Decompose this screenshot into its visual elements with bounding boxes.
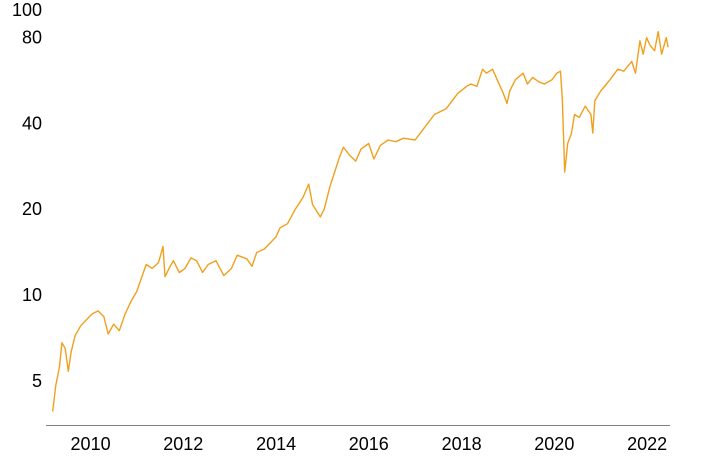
y-tick-label: 20: [22, 199, 42, 219]
y-tick-label: 40: [22, 113, 42, 133]
x-tick-label: 2014: [256, 434, 296, 454]
x-tick-label: 2022: [627, 434, 667, 454]
y-tick-label: 10: [22, 285, 42, 305]
x-tick-label: 2020: [534, 434, 574, 454]
y-axis-ticks: 5 10 20 40 80 100: [12, 0, 42, 391]
series-line-0: [52, 30, 669, 412]
series-layer: [52, 30, 669, 412]
y-tick-label: 80: [22, 28, 42, 48]
y-tick-label: 5: [32, 371, 42, 391]
x-tick-label: 2016: [349, 434, 389, 454]
x-tick-label: 2010: [71, 434, 111, 454]
x-axis-ticks: 2010 2012 2014 2016 2018 2020 2022: [71, 434, 668, 454]
y-tick-label: 100: [12, 0, 42, 20]
x-tick-label: 2018: [442, 434, 482, 454]
x-tick-label: 2012: [163, 434, 203, 454]
